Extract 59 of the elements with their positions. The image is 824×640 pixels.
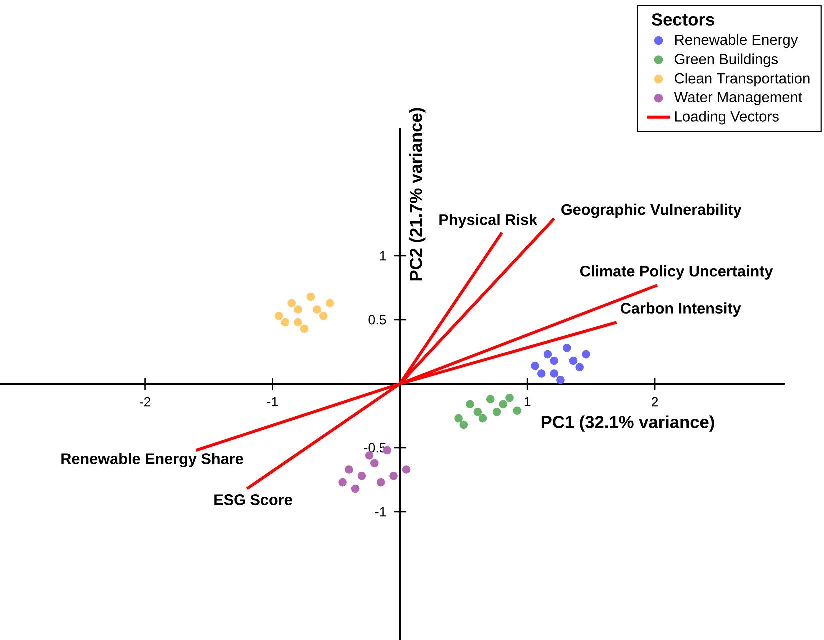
- point: [544, 350, 552, 359]
- y-tick-label: 1: [380, 251, 386, 261]
- annotation: Carbon Intensity: [621, 302, 742, 317]
- legend-label: Loading Vectors: [675, 111, 779, 125]
- legend-label: Renewable Energy: [675, 34, 798, 48]
- point: [460, 420, 468, 430]
- point: [506, 394, 514, 402]
- y-tick-label: 0.5: [368, 315, 386, 325]
- point: [338, 478, 347, 487]
- point: [306, 292, 316, 302]
- point: [376, 478, 386, 487]
- y-tick-label: -1: [376, 507, 386, 517]
- point: [582, 350, 590, 359]
- point: [300, 324, 309, 334]
- y-axis-title: PC2 (21.7% variance): [410, 108, 426, 281]
- point: [326, 299, 334, 308]
- x-axis-title: PC1 (32.1% variance): [542, 416, 714, 432]
- annotation: Climate Policy Uncertainty: [580, 266, 774, 280]
- legend-label: Water Management: [674, 92, 802, 106]
- point: [474, 408, 482, 416]
- point: [288, 299, 296, 308]
- point: [466, 400, 474, 409]
- point: [402, 466, 411, 474]
- point: [513, 406, 522, 416]
- point: [562, 344, 572, 352]
- annotation: ESG Score: [214, 494, 292, 506]
- point: [531, 362, 540, 370]
- point: [358, 472, 366, 480]
- annotation: Physical Risk: [440, 214, 538, 228]
- legend-label: Clean Transportation: [675, 73, 810, 87]
- point: [370, 459, 379, 468]
- point: [486, 395, 495, 404]
- x-tick-label: -1: [267, 397, 278, 407]
- point: [320, 312, 328, 320]
- point: [345, 466, 354, 474]
- x-tick-label: 2: [652, 397, 658, 407]
- point: [569, 356, 578, 366]
- point: [550, 370, 558, 378]
- point: [556, 376, 565, 384]
- point: [294, 306, 302, 314]
- point: [454, 414, 463, 423]
- point: [478, 414, 488, 423]
- point: [351, 484, 360, 494]
- point: [313, 306, 322, 314]
- point: [294, 318, 302, 327]
- point: [390, 472, 398, 480]
- legend-title: Sectors: [652, 14, 714, 26]
- point: [281, 318, 290, 327]
- point: [274, 312, 284, 320]
- point: [499, 400, 508, 409]
- legend-label: Green Buildings: [675, 54, 778, 68]
- point: [550, 356, 558, 366]
- x-tick-label: 1: [524, 397, 531, 407]
- x-tick-label: -2: [140, 397, 151, 407]
- annotation: Geographic Vulnerability: [562, 204, 742, 218]
- annotation: Renewable Energy Share: [62, 453, 244, 468]
- point: [492, 408, 502, 416]
- point: [576, 363, 584, 372]
- point: [537, 370, 546, 378]
